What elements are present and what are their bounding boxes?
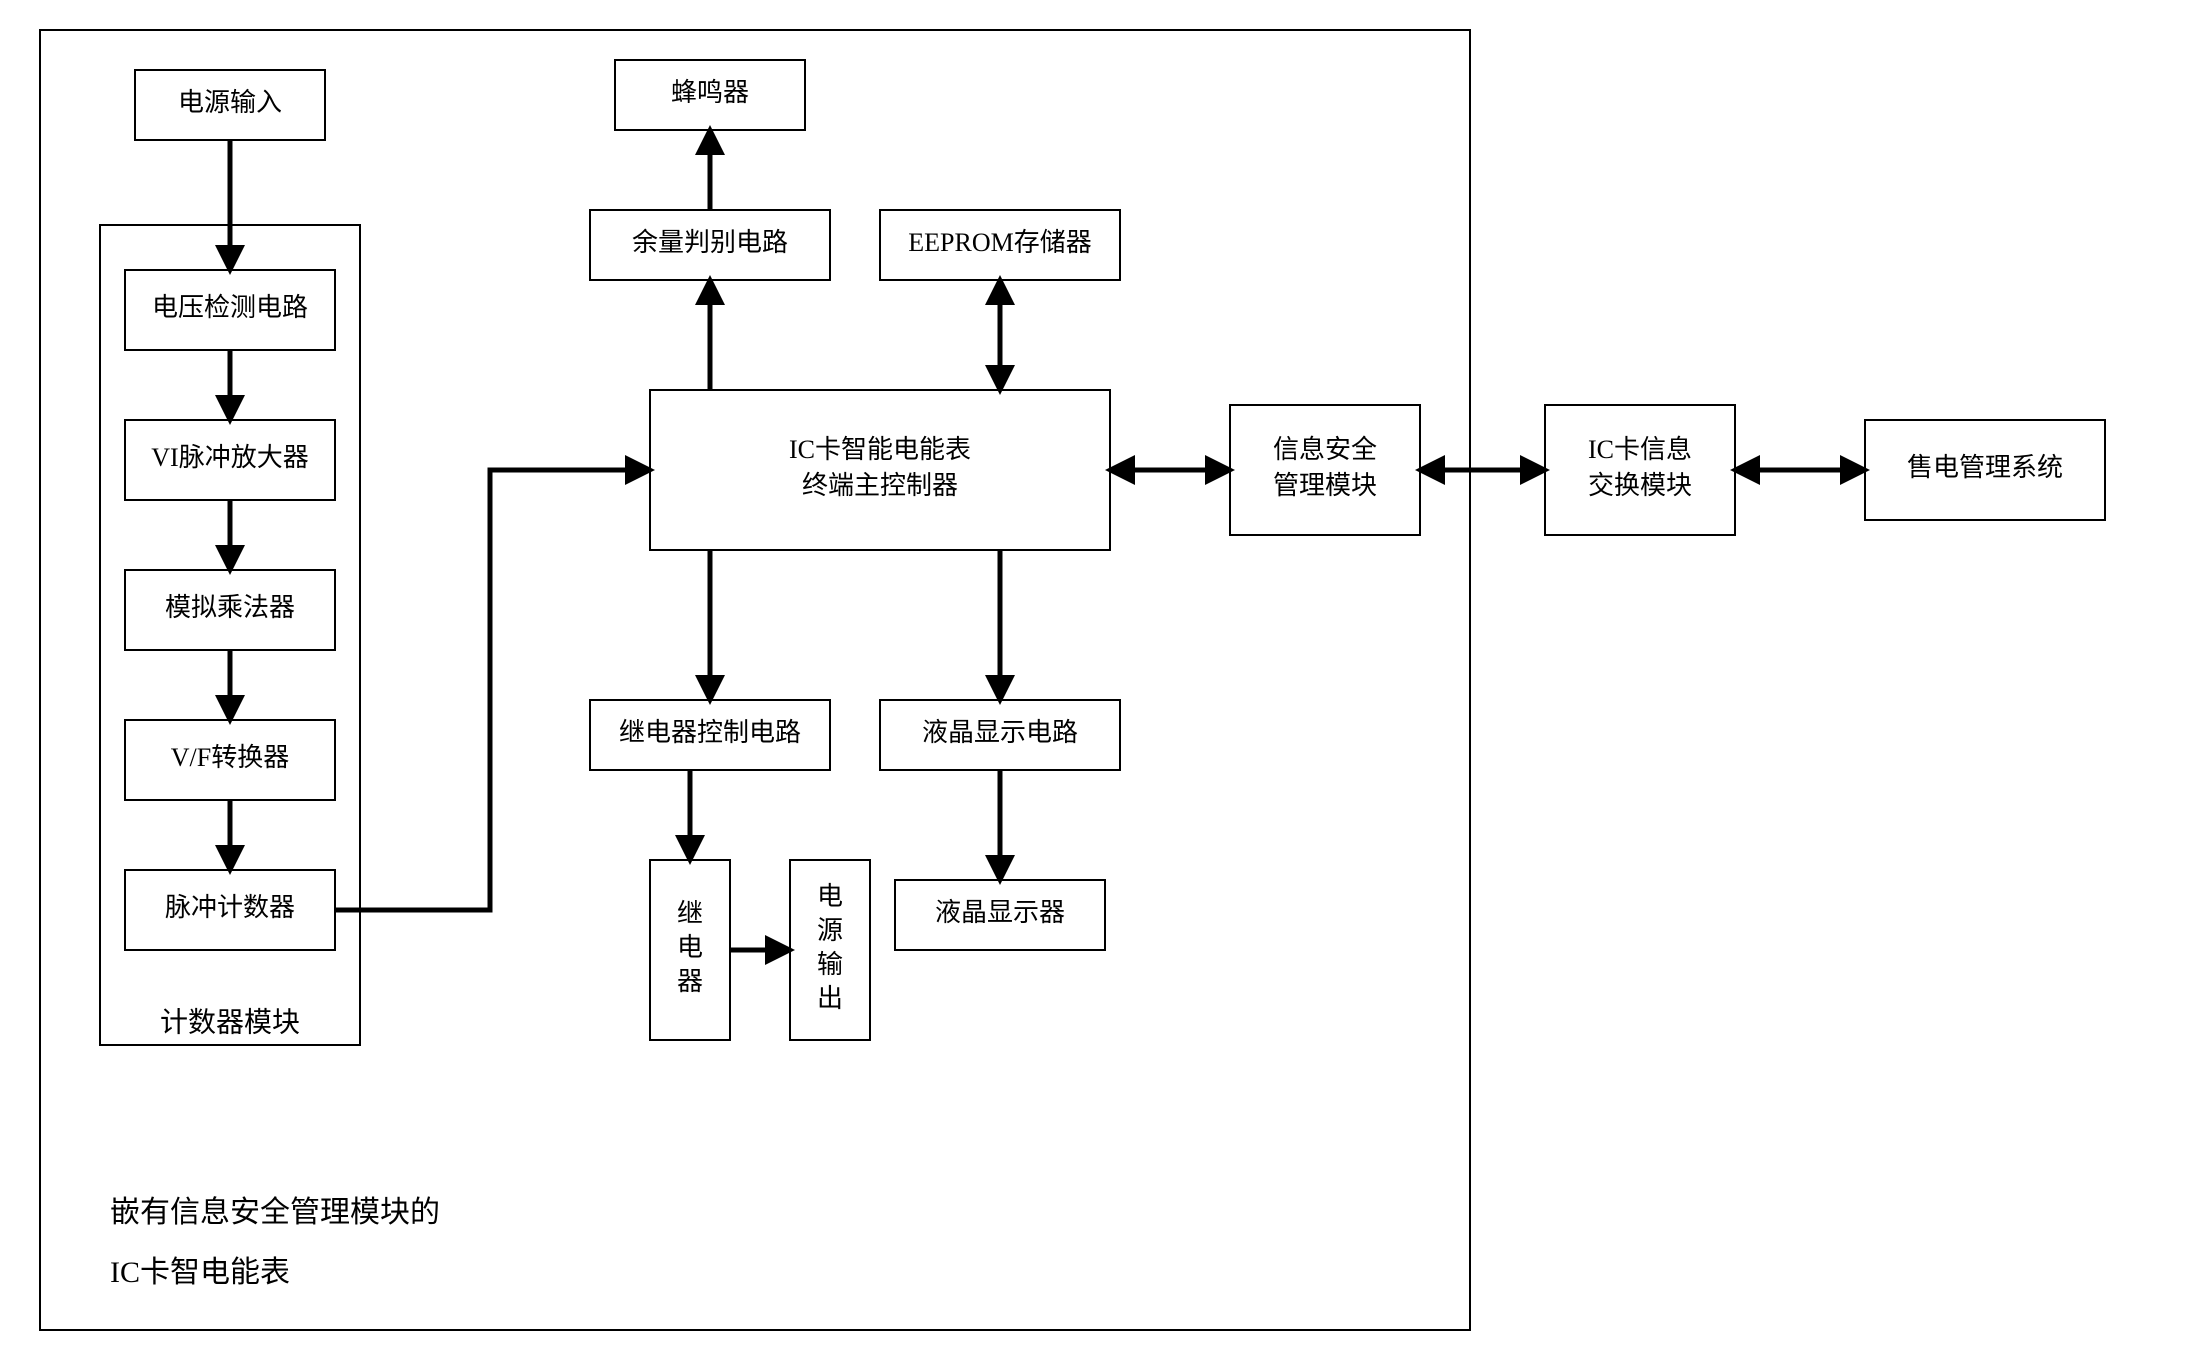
node-pulse_counter: 脉冲计数器 (125, 870, 335, 950)
node-volt_detect: 电压检测电路 (125, 270, 335, 350)
connector (335, 470, 650, 910)
caption-line1: 嵌有信息安全管理模块的 (110, 1196, 440, 1229)
node-label: 电 (817, 882, 843, 911)
node-label: 电 (677, 933, 703, 962)
node-label: 售电管理系统 (1907, 453, 2063, 482)
node-vi_amp: VI脉冲放大器 (125, 420, 335, 500)
node-label: 模拟乘法器 (165, 593, 295, 622)
node-sales_mgmt: 售电管理系统 (1865, 420, 2105, 520)
node-sec_mgmt: 信息安全管理模块 (1230, 405, 1420, 535)
node-label: 器 (677, 967, 703, 996)
node-lcd_display: 液晶显示器 (895, 880, 1105, 950)
node-label: 液晶显示器 (935, 898, 1065, 927)
node-label: IC卡智能电能表 (789, 435, 971, 464)
node-label: EEPROM存储器 (908, 228, 1091, 257)
node-relay_ctrl: 继电器控制电路 (590, 700, 830, 770)
node-label: VI脉冲放大器 (151, 443, 308, 472)
node-analog_mult: 模拟乘法器 (125, 570, 335, 650)
node-label: 继电器控制电路 (619, 718, 801, 747)
node-label: 交换模块 (1588, 471, 1692, 500)
node-label: 电压检测电路 (152, 293, 308, 322)
caption-line2: IC卡智电能表 (110, 1256, 290, 1289)
node-buzzer: 蜂鸣器 (615, 60, 805, 130)
node-main_ctrl: IC卡智能电能表终端主控制器 (650, 390, 1110, 550)
node-label: IC卡信息 (1588, 435, 1692, 464)
node-power_out: 电源输出 (790, 860, 870, 1040)
counter-module-label: 计数器模块 (160, 1006, 300, 1038)
node-power_in: 电源输入 (135, 70, 325, 140)
node-label: 信息安全 (1273, 435, 1377, 464)
node-remain_judge: 余量判别电路 (590, 210, 830, 280)
node-vf_conv: V/F转换器 (125, 720, 335, 800)
node-label: 液晶显示电路 (922, 718, 1078, 747)
node-label: 管理模块 (1273, 471, 1377, 500)
node-label: 电源输入 (178, 88, 282, 117)
node-lcd_circuit: 液晶显示电路 (880, 700, 1120, 770)
node-label: 出 (817, 984, 843, 1013)
node-relay: 继电器 (650, 860, 730, 1040)
node-label: 输 (817, 950, 843, 979)
node-label: 继 (677, 899, 703, 928)
node-label: 终端主控制器 (802, 471, 958, 500)
node-ic_exchange: IC卡信息交换模块 (1545, 405, 1735, 535)
node-label: 源 (817, 916, 843, 945)
node-eeprom: EEPROM存储器 (880, 210, 1120, 280)
node-label: 蜂鸣器 (671, 78, 749, 107)
node-label: V/F转换器 (171, 743, 289, 772)
node-label: 余量判别电路 (632, 228, 788, 257)
node-label: 脉冲计数器 (165, 893, 295, 922)
